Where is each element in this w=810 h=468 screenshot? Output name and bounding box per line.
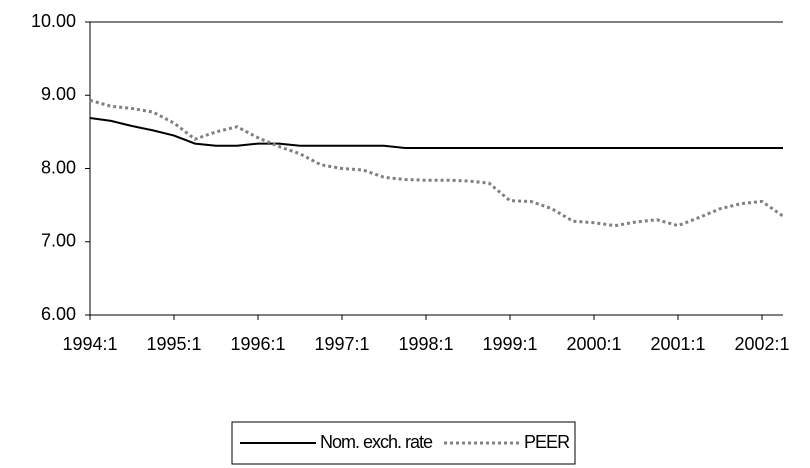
x-tick-label: 2002:1 — [734, 334, 789, 354]
x-tick-label: 1998:1 — [398, 334, 453, 354]
x-tick-label: 1994:1 — [62, 334, 117, 354]
x-tick-label: 2000:1 — [566, 334, 621, 354]
y-tick-label: 6.00 — [41, 304, 76, 324]
x-tick-label: 2001:1 — [650, 334, 705, 354]
x-tick-label: 1997:1 — [314, 334, 369, 354]
series-line — [89, 116, 783, 149]
x-tick-label: 1996:1 — [230, 334, 285, 354]
x-tick-label: 1999:1 — [482, 334, 537, 354]
legend-label: PEER — [524, 432, 570, 452]
y-tick-label: 8.00 — [41, 157, 76, 177]
series-line — [89, 98, 784, 228]
y-tick-label: 9.00 — [41, 84, 76, 104]
x-tick-label: 1995:1 — [146, 334, 201, 354]
legend-label: Nom. exch. rate — [320, 432, 433, 452]
y-tick-label: 10.00 — [31, 11, 76, 31]
y-tick-label: 7.00 — [41, 231, 76, 251]
